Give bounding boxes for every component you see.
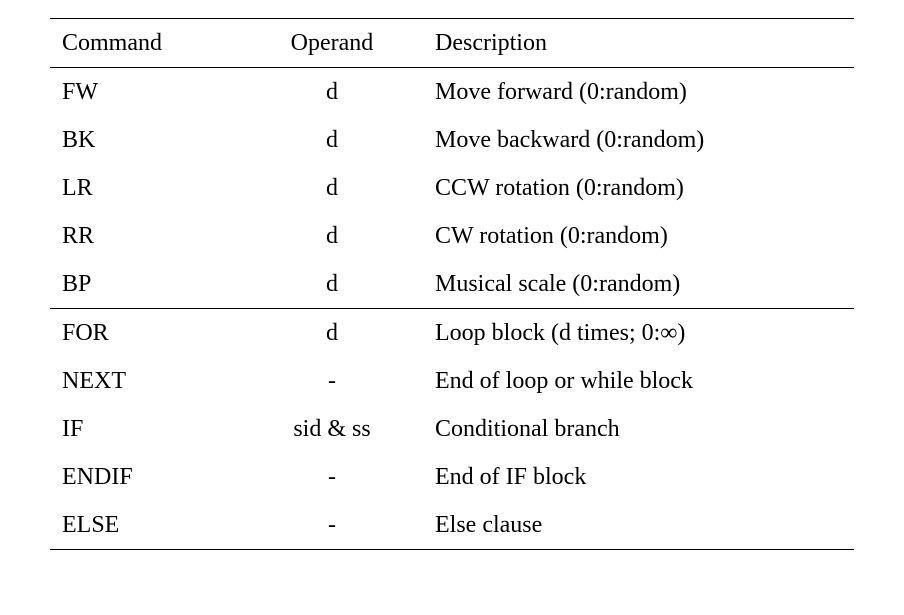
cell-description: Loop block (d times; 0:∞) [417, 309, 854, 358]
cell-command: BK [50, 116, 247, 164]
cell-description: End of loop or while block [417, 357, 854, 405]
cell-operand: - [247, 501, 417, 550]
table-row: BP d Musical scale (0:random) [50, 260, 854, 309]
cell-description: Musical scale (0:random) [417, 260, 854, 309]
cell-command: NEXT [50, 357, 247, 405]
cell-command: FOR [50, 309, 247, 358]
cell-description: Move forward (0:random) [417, 68, 854, 117]
table-header-row: Command Operand Description [50, 19, 854, 68]
cell-description: Move backward (0:random) [417, 116, 854, 164]
cell-command: IF [50, 405, 247, 453]
col-header-command: Command [50, 19, 247, 68]
table-row: ELSE - Else clause [50, 501, 854, 550]
cell-operand: d [247, 68, 417, 117]
page: Command Operand Description FW d Move fo… [0, 0, 904, 615]
table-row: ENDIF - End of IF block [50, 453, 854, 501]
cell-operand: d [247, 212, 417, 260]
cell-description: CCW rotation (0:random) [417, 164, 854, 212]
cell-command: ELSE [50, 501, 247, 550]
cell-description: End of IF block [417, 453, 854, 501]
col-header-description: Description [417, 19, 854, 68]
table-row: NEXT - End of loop or while block [50, 357, 854, 405]
cell-command: BP [50, 260, 247, 309]
table-row: BK d Move backward (0:random) [50, 116, 854, 164]
cell-operand: d [247, 164, 417, 212]
cell-command: ENDIF [50, 453, 247, 501]
cell-operand: - [247, 453, 417, 501]
table-row: LR d CCW rotation (0:random) [50, 164, 854, 212]
cell-operand: sid & ss [247, 405, 417, 453]
cell-operand: d [247, 116, 417, 164]
cell-description: Conditional branch [417, 405, 854, 453]
cell-operand: d [247, 309, 417, 358]
command-table: Command Operand Description FW d Move fo… [50, 18, 854, 550]
cell-command: RR [50, 212, 247, 260]
cell-command: LR [50, 164, 247, 212]
table-row: RR d CW rotation (0:random) [50, 212, 854, 260]
col-header-operand: Operand [247, 19, 417, 68]
cell-description: CW rotation (0:random) [417, 212, 854, 260]
cell-operand: d [247, 260, 417, 309]
cell-description: Else clause [417, 501, 854, 550]
table-row: FOR d Loop block (d times; 0:∞) [50, 309, 854, 358]
cell-operand: - [247, 357, 417, 405]
table-row: FW d Move forward (0:random) [50, 68, 854, 117]
table-row: IF sid & ss Conditional branch [50, 405, 854, 453]
cell-command: FW [50, 68, 247, 117]
